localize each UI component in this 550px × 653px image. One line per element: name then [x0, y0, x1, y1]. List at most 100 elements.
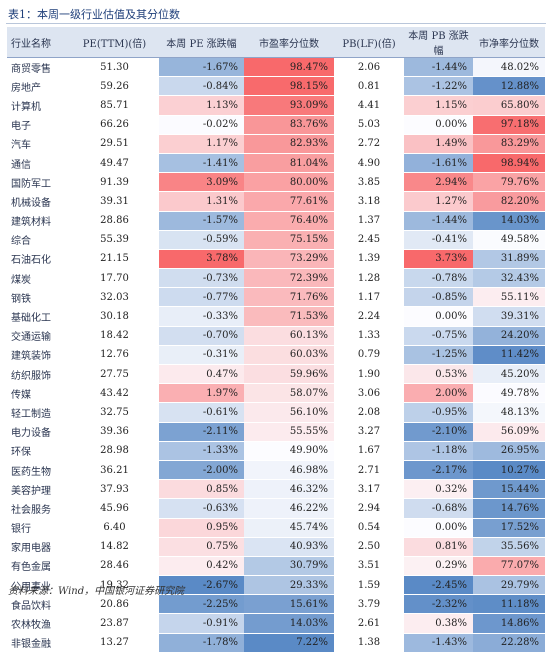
pe-percentile-cell: 55.55%: [244, 422, 334, 442]
pe-change-cell: -1.41%: [159, 153, 244, 174]
pe-change-cell: -0.91%: [159, 613, 244, 634]
pe-change-cell: -0.73%: [159, 268, 244, 289]
table-row: 有色金属 28.46 0.42% 30.79% 3.51 0.29% 77.07%: [7, 556, 545, 577]
pb-value-cell: 2.72: [334, 134, 404, 154]
pb-change-cell: 2.00%: [404, 383, 473, 404]
header-pb-change: 本周 PB 涨跌幅: [404, 27, 473, 58]
table-row: 煤炭 17.70 -0.73% 72.39% 1.28 -0.78% 32.43%: [7, 268, 545, 289]
pb-change-cell: 0.29%: [404, 556, 473, 577]
pe-percentile-cell: 72.39%: [244, 268, 334, 289]
industry-name-cell: 建筑材料: [7, 211, 70, 231]
pb-percentile-cell: 56.09%: [473, 422, 545, 442]
pe-value-cell: 43.42: [70, 383, 159, 404]
pb-value-cell: 0.81: [334, 76, 404, 97]
pe-change-cell: 0.95%: [159, 518, 244, 538]
industry-name-cell: 国防军工: [7, 172, 70, 193]
valuation-table: 行业名称 PE(TTM)(倍) 本周 PE 涨跌幅 市盈率分位数 PB(LF)(…: [7, 27, 545, 653]
pe-change-cell: 3.78%: [159, 249, 244, 270]
pb-value-cell: 1.33: [334, 326, 404, 346]
industry-name-cell: 农林牧渔: [7, 613, 70, 634]
pe-percentile-cell: 81.04%: [244, 153, 334, 174]
pe-value-cell: 6.40: [70, 518, 159, 538]
industry-name-cell: 电力设备: [7, 422, 70, 442]
pe-percentile-cell: 75.15%: [244, 230, 334, 250]
pe-change-cell: 0.47%: [159, 364, 244, 385]
pe-change-cell: -0.84%: [159, 76, 244, 97]
pb-change-cell: -1.61%: [404, 153, 473, 174]
pb-change-cell: -1.25%: [404, 345, 473, 366]
table-row: 电力设备 39.36 -2.11% 55.55% 3.27 -2.10% 56.09%: [7, 422, 545, 442]
industry-name-cell: 通信: [7, 153, 70, 174]
pe-change-cell: -2.11%: [159, 422, 244, 442]
pe-percentile-cell: 80.00%: [244, 172, 334, 193]
pb-percentile-cell: 49.78%: [473, 383, 545, 404]
pb-percentile-cell: 31.89%: [473, 249, 545, 270]
pe-percentile-cell: 56.10%: [244, 402, 334, 423]
pb-percentile-cell: 77.07%: [473, 556, 545, 577]
pe-change-cell: -0.70%: [159, 326, 244, 346]
table-caption: 表1：本周一级行业估值及其分位数: [8, 8, 180, 21]
caption-divider: [6, 23, 546, 24]
table-row: 国防军工 91.39 3.09% 80.00% 3.85 2.94% 79.76%: [7, 172, 545, 193]
table-row: 石油石化 21.15 3.78% 73.29% 1.39 3.73% 31.89%: [7, 249, 545, 270]
pe-value-cell: 28.98: [70, 441, 159, 461]
pb-value-cell: 2.94: [334, 498, 404, 519]
pb-value-cell: 2.45: [334, 230, 404, 250]
pe-value-cell: 45.96: [70, 498, 159, 519]
table-row: 基础化工 30.18 -0.33% 71.53% 2.24 0.00% 39.31%: [7, 306, 545, 327]
industry-name-cell: 房地产: [7, 76, 70, 97]
pb-value-cell: 1.28: [334, 268, 404, 289]
pb-change-cell: -2.17%: [404, 460, 473, 481]
pe-change-cell: 1.13%: [159, 95, 244, 116]
industry-name-cell: 轻工制造: [7, 402, 70, 423]
pe-value-cell: 29.51: [70, 134, 159, 154]
table-row: 农林牧渔 23.87 -0.91% 14.03% 2.61 0.38% 14.86%: [7, 613, 545, 634]
pe-change-cell: -0.31%: [159, 345, 244, 366]
pb-value-cell: 1.90: [334, 364, 404, 385]
table-row: 医药生物 36.21 -2.00% 46.98% 2.71 -2.17% 10.27%: [7, 460, 545, 481]
pb-value-cell: 1.59: [334, 575, 404, 596]
pb-percentile-cell: 29.79%: [473, 575, 545, 596]
industry-name-cell: 纺织服饰: [7, 364, 70, 385]
pe-value-cell: 19.32: [70, 575, 159, 596]
pe-value-cell: 59.26: [70, 76, 159, 97]
pe-percentile-cell: 71.53%: [244, 306, 334, 327]
pe-change-cell: -2.67%: [159, 575, 244, 596]
pb-value-cell: 1.39: [334, 249, 404, 270]
pe-value-cell: 13.27: [70, 633, 159, 653]
pe-value-cell: 37.93: [70, 479, 159, 500]
pe-value-cell: 85.71: [70, 95, 159, 116]
pe-percentile-cell: 98.47%: [244, 57, 334, 78]
pb-percentile-cell: 39.31%: [473, 306, 545, 327]
pe-percentile-cell: 76.40%: [244, 211, 334, 231]
pe-percentile-cell: 40.93%: [244, 537, 334, 557]
pe-value-cell: 23.87: [70, 613, 159, 634]
table-row: 综合 55.39 -0.59% 75.15% 2.45 -0.41% 49.58%: [7, 230, 545, 250]
pe-percentile-cell: 14.03%: [244, 613, 334, 634]
pe-percentile-cell: 49.90%: [244, 441, 334, 461]
pb-value-cell: 0.79: [334, 345, 404, 366]
pe-value-cell: 28.86: [70, 211, 159, 231]
pb-percentile-cell: 14.03%: [473, 211, 545, 231]
pe-change-cell: 0.75%: [159, 537, 244, 557]
pb-change-cell: 1.27%: [404, 191, 473, 212]
pb-percentile-cell: 83.29%: [473, 134, 545, 154]
industry-name-cell: 交通运输: [7, 326, 70, 346]
industry-name-cell: 环保: [7, 441, 70, 461]
pe-value-cell: 12.76: [70, 345, 159, 366]
pe-value-cell: 18.42: [70, 326, 159, 346]
pb-percentile-cell: 12.88%: [473, 76, 545, 97]
pb-change-cell: 2.94%: [404, 172, 473, 193]
pb-percentile-cell: 98.94%: [473, 153, 545, 174]
pb-percentile-cell: 26.95%: [473, 441, 545, 461]
pb-value-cell: 2.71: [334, 460, 404, 481]
header-industry: 行业名称: [7, 27, 70, 58]
pb-value-cell: 3.51: [334, 556, 404, 577]
industry-name-cell: 美容护理: [7, 479, 70, 500]
pb-value-cell: 1.37: [334, 211, 404, 231]
pb-value-cell: 1.17: [334, 287, 404, 308]
pb-change-cell: 3.73%: [404, 249, 473, 270]
pb-value-cell: 1.67: [334, 441, 404, 461]
table-row: 机械设备 39.31 1.31% 77.61% 3.18 1.27% 82.20%: [7, 191, 545, 212]
table-row: 计算机 85.71 1.13% 93.09% 4.41 1.15% 65.80%: [7, 95, 545, 116]
